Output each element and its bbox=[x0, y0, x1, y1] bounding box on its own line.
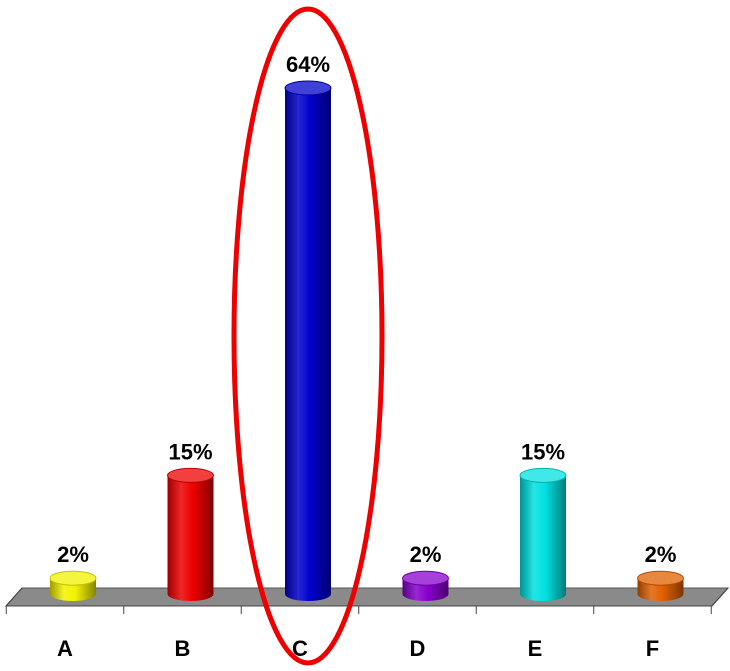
category-label: A bbox=[57, 636, 73, 661]
bar-cap bbox=[402, 570, 449, 586]
category-label: E bbox=[528, 636, 543, 661]
highlight-ellipse bbox=[231, 6, 385, 666]
category-label: B bbox=[175, 636, 191, 661]
bar-body bbox=[285, 88, 331, 601]
bar-cap bbox=[637, 570, 684, 586]
bar-cap bbox=[284, 80, 332, 96]
value-label: 15% bbox=[168, 439, 212, 464]
bar-cap bbox=[519, 467, 567, 483]
bar-body bbox=[520, 475, 566, 601]
value-label: 64% bbox=[286, 52, 330, 77]
x-axis-left-edge bbox=[5, 587, 23, 607]
bar-cap bbox=[49, 570, 97, 586]
category-label: C bbox=[292, 636, 308, 661]
value-label: 15% bbox=[521, 439, 565, 464]
x-axis-right-edge bbox=[711, 587, 729, 607]
category-label: F bbox=[646, 636, 659, 661]
bar-e bbox=[519, 467, 567, 601]
bar-f bbox=[637, 570, 684, 601]
chart-floor bbox=[4, 587, 730, 607]
bar-body bbox=[167, 475, 214, 601]
bar-c bbox=[284, 80, 332, 601]
bar-a bbox=[49, 570, 97, 601]
value-label: 2% bbox=[57, 542, 89, 567]
bar-b bbox=[167, 467, 214, 601]
value-label: 2% bbox=[645, 542, 677, 567]
value-label: 2% bbox=[410, 542, 442, 567]
bar-cap bbox=[167, 467, 214, 483]
bar-d bbox=[402, 570, 449, 601]
category-label: D bbox=[410, 636, 426, 661]
